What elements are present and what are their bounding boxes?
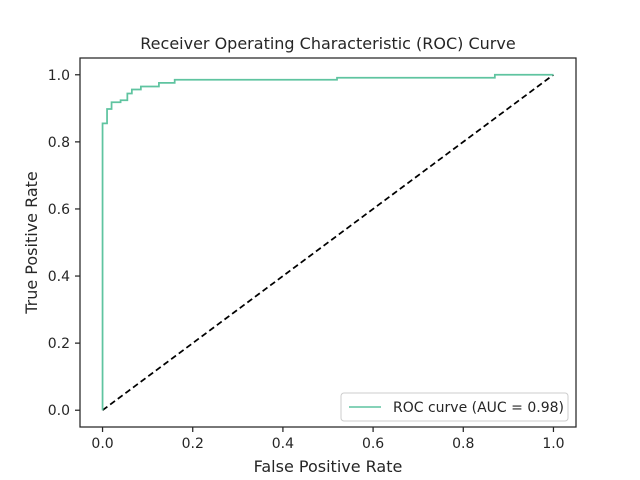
roc-curve-line — [101, 73, 554, 411]
x-tick-label: 0.6 — [362, 436, 384, 452]
x-tick-label: 0.2 — [182, 436, 204, 452]
y-tick-label: 0.4 — [48, 269, 70, 285]
y-tick-label: 0.8 — [48, 135, 70, 151]
x-axis-title: False Positive Rate — [254, 457, 403, 476]
y-tick-label: 0.2 — [48, 336, 70, 352]
axis-ticks: 0.0 0.2 0.4 0.6 0.8 1.0 0.0 0.2 0.4 0.6 0.8 1.0 — [48, 68, 565, 452]
x-tick-label: 1.0 — [542, 436, 564, 452]
legend-label: ROC curve (AUC = 0.98) — [393, 400, 564, 416]
y-tick-label: 0.0 — [48, 403, 70, 419]
plot-frame — [79, 57, 577, 428]
y-tick-label: 0.6 — [48, 202, 70, 218]
x-tick-label: 0.0 — [91, 436, 113, 452]
legend-box — [340, 392, 569, 422]
legend: ROC curve (AUC = 0.98) — [340, 392, 569, 422]
y-axis-title: True Positive Rate — [22, 171, 41, 315]
chart-title: Receiver Operating Characteristic (ROC) … — [140, 34, 515, 53]
x-tick-label: 0.4 — [272, 436, 294, 452]
x-tick-label: 0.8 — [452, 436, 474, 452]
y-tick-label: 1.0 — [48, 68, 70, 84]
series-layer — [101, 73, 554, 411]
chance-diagonal-line — [102, 74, 554, 411]
